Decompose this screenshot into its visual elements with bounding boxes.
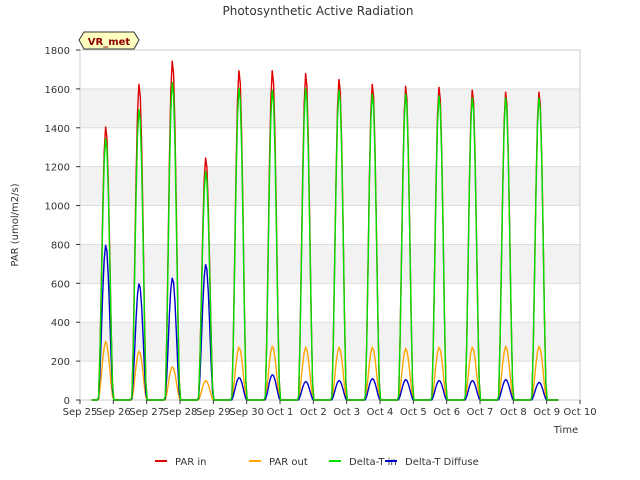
x-tick-label: Sep 25 — [63, 407, 98, 418]
legend: PAR in PAR out Delta-T in Delta-T Diffuse — [155, 457, 479, 468]
x-tick-label: Oct 10 — [563, 407, 596, 418]
x-tick-label: Sep 28 — [163, 407, 198, 418]
legend-label: Delta-T in — [349, 457, 397, 468]
x-tick-label: Sep 26 — [96, 407, 131, 418]
legend-label: PAR out — [269, 457, 308, 468]
badge: VR_met — [78, 31, 140, 50]
y-tick-label: 400 — [51, 318, 70, 329]
grid-band — [80, 244, 580, 284]
grid-band — [80, 166, 580, 206]
x-tick-label: Oct 8 — [500, 407, 527, 418]
x-tick-label: Oct 7 — [467, 407, 494, 418]
grid-bands — [80, 88, 580, 362]
y-tick-label: 1000 — [45, 202, 70, 213]
y-ticks: 0 200 400 600 800 1000 1200 1400 1600 1800 — [45, 46, 80, 407]
y-tick-label: 1600 — [45, 85, 70, 96]
x-tick-label: Oct 5 — [400, 407, 427, 418]
badge-text: VR_met — [88, 37, 131, 48]
series-line-delta-t-in — [91, 81, 559, 401]
x-tick-label: Oct 9 — [533, 407, 560, 418]
y-tick-label: 600 — [51, 279, 70, 290]
x-axis-label: Time — [553, 425, 578, 436]
y-tick-label: 0 — [64, 396, 70, 407]
y-tick-label: 800 — [51, 240, 70, 251]
y-tick-label: 200 — [51, 357, 70, 368]
x-tick-label: Sep 30 — [229, 407, 264, 418]
x-tick-label: Oct 1 — [267, 407, 294, 418]
x-tick-label: Oct 3 — [333, 407, 360, 418]
x-tick-label: Oct 6 — [433, 407, 460, 418]
chart-title: Photosynthetic Active Radiation — [223, 4, 414, 18]
x-tick-label: Sep 29 — [196, 407, 231, 418]
y-tick-label: 1400 — [45, 124, 70, 135]
y-tick-label: 1800 — [45, 46, 70, 57]
x-tick-label: Oct 4 — [367, 407, 394, 418]
y-tick-label: 1200 — [45, 163, 70, 174]
series-layer — [91, 60, 559, 401]
grid-band — [80, 322, 580, 362]
x-tick-label: Oct 2 — [300, 407, 327, 418]
grid-band — [80, 88, 580, 128]
y-axis-label: PAR (umol/m2/s) — [10, 183, 21, 266]
x-tick-label: Sep 27 — [129, 407, 164, 418]
legend-label: PAR in — [175, 457, 206, 468]
legend-label: Delta-T Diffuse — [405, 457, 479, 468]
